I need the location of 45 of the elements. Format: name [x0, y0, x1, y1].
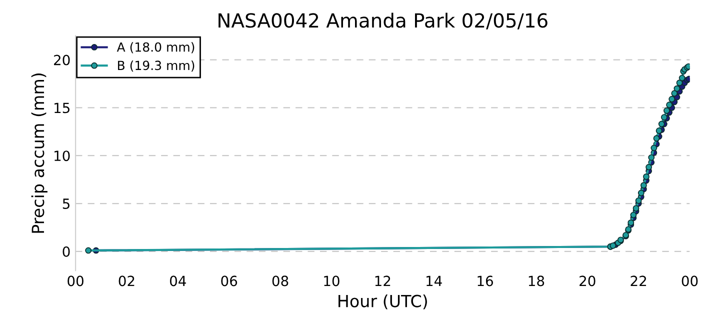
legend-label: B (19.3 mm): [118, 60, 194, 72]
point: [85, 247, 92, 254]
point: [643, 173, 650, 180]
x-tick-label: 08: [272, 276, 288, 286]
point: [640, 182, 647, 189]
point: [656, 128, 662, 134]
y-axis-title: Precip accum (mm): [31, 74, 48, 233]
point: [630, 212, 637, 218]
x-tick-label: 18: [528, 276, 544, 286]
x-tick-label: 12: [375, 276, 390, 286]
point: [638, 190, 644, 196]
point: [632, 205, 640, 212]
point: [646, 164, 652, 170]
x-axis-title: Hour (UTC): [338, 294, 427, 310]
y-tick-label: 15: [54, 102, 70, 114]
x-tick-label: 16: [478, 276, 493, 286]
y-tick-label: 0: [62, 246, 70, 257]
point: [635, 197, 642, 204]
point: [664, 107, 670, 114]
chart-title: NASA0042 Amanda Park 02/05/16: [218, 12, 548, 30]
point: [666, 102, 672, 108]
point: [658, 120, 665, 128]
point: [660, 114, 668, 120]
legend-label: A (18.0 mm): [116, 42, 194, 54]
point: [671, 90, 678, 97]
x-tick-label: 00: [682, 276, 698, 286]
x-tick-label: 22: [630, 276, 646, 286]
point: [678, 74, 686, 82]
point: [610, 242, 616, 249]
point: [653, 135, 660, 142]
point: [676, 80, 683, 86]
x-tick-label: 04: [170, 276, 186, 286]
x-tick-label: 14: [426, 276, 442, 286]
point: [648, 154, 655, 161]
point: [668, 96, 676, 102]
x-tick-label: 02: [118, 276, 134, 286]
y-tick-label: 5: [62, 198, 70, 209]
y-tick-label: 20: [54, 54, 70, 66]
x-tick-label: 20: [580, 276, 596, 286]
x-tick-label: 06: [221, 276, 238, 286]
y-tick-label: 10: [54, 150, 70, 162]
point: [650, 144, 658, 152]
point: [674, 85, 680, 92]
x-tick-label: 10: [324, 276, 340, 286]
x-tick-label: 00: [68, 276, 84, 286]
